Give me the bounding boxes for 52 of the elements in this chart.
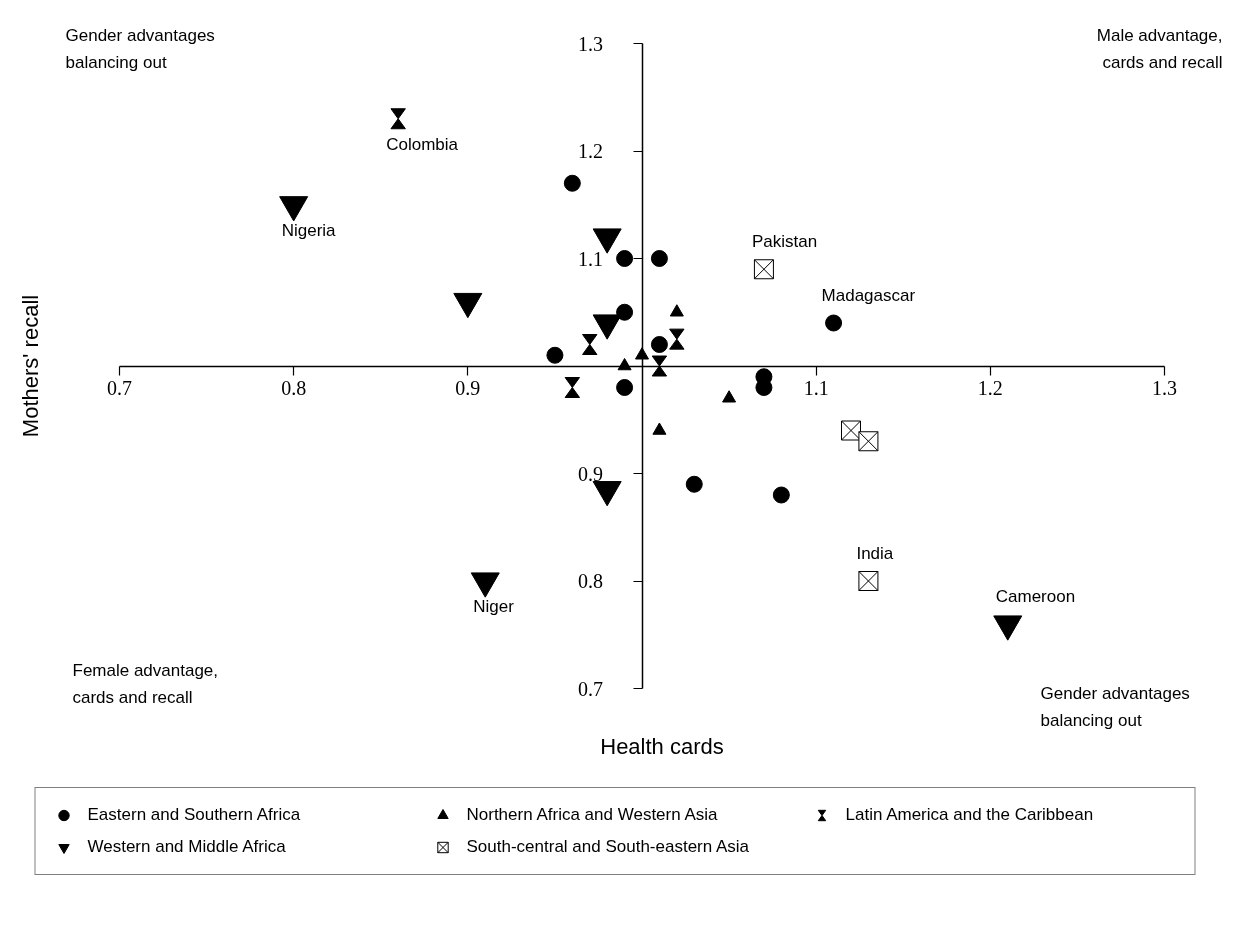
annotation: Niger <box>473 597 515 616</box>
point <box>616 250 634 267</box>
y-axis-title: Mothers' recall <box>18 294 43 438</box>
y-tick-label: 0.9 <box>578 462 603 485</box>
annotation: Gender advantages balancing out <box>1040 683 1190 731</box>
annotation: Nigeria <box>281 220 337 240</box>
point <box>858 571 879 591</box>
point <box>669 328 685 350</box>
y-tick-label: 1.3 <box>578 32 603 55</box>
point <box>390 108 406 130</box>
point <box>616 303 634 321</box>
point <box>546 346 564 364</box>
point <box>582 334 598 355</box>
x-tick-label: 1.2 <box>977 377 1003 399</box>
point <box>753 259 774 280</box>
point <box>564 377 581 398</box>
annotation: Pakistan <box>751 232 818 252</box>
annotation: Colombia <box>386 134 459 154</box>
legend-label: Northern Africa and Western Asia <box>466 805 719 825</box>
point <box>669 304 684 317</box>
x-tick-label: 1.1 <box>803 377 829 399</box>
y-tick-label: 1.2 <box>578 140 603 162</box>
point <box>650 336 668 353</box>
annotation: Male advantage, cards and recall <box>1096 25 1223 73</box>
annotation: Madagascar <box>821 286 916 305</box>
x-tick-label: 0.8 <box>281 377 307 399</box>
point <box>651 355 668 377</box>
point <box>685 475 703 493</box>
annotation: Gender advantages balancing out <box>65 25 215 73</box>
point <box>772 486 790 504</box>
x-tick-label: 0.9 <box>455 377 481 399</box>
legend-label: South-central and South-eastern Asia <box>466 837 751 857</box>
point <box>652 422 667 435</box>
point <box>616 379 634 396</box>
point <box>858 431 879 452</box>
x-tick-label: 1.3 <box>1152 377 1177 399</box>
x-tick-label: 0.7 <box>107 377 132 399</box>
point <box>635 347 649 360</box>
point <box>563 174 581 192</box>
legend-label: Western and Middle Africa <box>87 837 287 857</box>
legend-label: Latin America and the Caribbean <box>845 805 1095 825</box>
annotation: Female advantage, cards and recall <box>72 660 219 708</box>
legend-label: Eastern and Southern Africa <box>87 805 302 825</box>
y-tick-label: 0.8 <box>578 570 603 592</box>
point <box>825 314 843 332</box>
y-tick-label: 0.7 <box>578 677 603 700</box>
point <box>650 250 668 267</box>
y-tick-label: 1.1 <box>578 247 603 270</box>
point <box>722 390 737 403</box>
annotation: Cameroon <box>995 587 1076 606</box>
x-axis-title: Health cards <box>600 734 724 759</box>
annotation: India <box>856 544 894 563</box>
